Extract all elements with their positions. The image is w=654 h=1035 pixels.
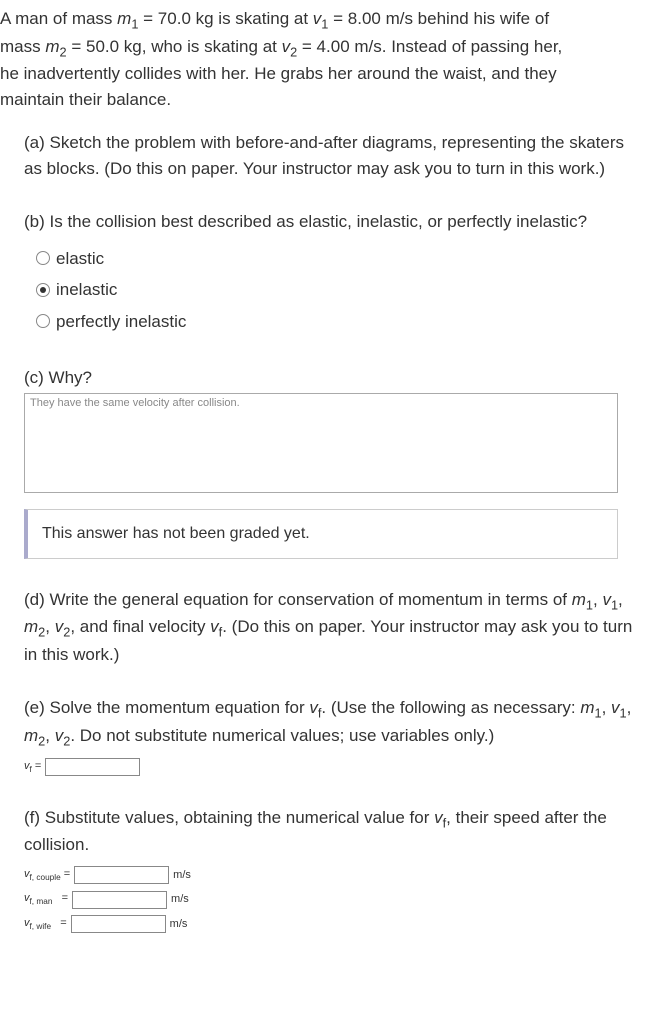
part-d: (d) Write the general equation for conse… (24, 587, 636, 668)
vf-equation-row: vf = (24, 758, 636, 777)
var: v (55, 617, 64, 636)
part-b: (b) Is the collision best described as e… (24, 209, 636, 337)
sub: f, couple (30, 873, 61, 882)
label: vf, wife = (24, 915, 67, 934)
var: v (309, 698, 318, 717)
sub: 1 (586, 597, 593, 612)
text: . (Use the following as necessary: (321, 698, 580, 717)
text: = 4.00 m/s. Instead of passing her, (297, 37, 562, 56)
problem-statement: A man of mass m1 = 70.0 kg is skating at… (0, 6, 636, 112)
radio-icon (36, 314, 50, 328)
var: v (55, 726, 64, 745)
sub: 1 (620, 705, 627, 720)
var: m (572, 590, 586, 609)
vf-wife-input[interactable] (71, 915, 166, 933)
part-c-heading: (c) Why? (24, 365, 636, 391)
text: A man of mass (0, 9, 117, 28)
text: (d) Write the general equation for conse… (24, 590, 572, 609)
text: . Do not substitute numerical values; us… (70, 726, 494, 745)
grade-notice: This answer has not been graded yet. (24, 509, 618, 559)
radio-option-inelastic[interactable]: inelastic (24, 274, 636, 306)
text: (f) Substitute values, obtaining the num… (24, 808, 434, 827)
radio-label: elastic (56, 246, 104, 272)
var-v2: v (282, 37, 291, 56)
radio-icon (36, 283, 50, 297)
radio-option-perfectly-inelastic[interactable]: perfectly inelastic (24, 306, 636, 338)
vf-couple-input[interactable] (74, 866, 169, 884)
part-f-text: (f) Substitute values, obtaining the num… (24, 805, 636, 858)
radio-option-elastic[interactable]: elastic (24, 243, 636, 275)
label: vf, couple = (24, 866, 70, 885)
unit: m/s (171, 891, 189, 908)
sub: 1 (595, 705, 602, 720)
eq: = (52, 892, 68, 904)
radio-group-collision-type: elastic inelastic perfectly inelastic (24, 243, 636, 338)
vf-label: vf = (24, 758, 41, 777)
var: m (24, 617, 38, 636)
part-a-text: (a) Sketch the problem with before-and-a… (24, 130, 636, 181)
var: m (24, 726, 38, 745)
var: m (580, 698, 594, 717)
text: , (618, 590, 623, 609)
radio-label: perfectly inelastic (56, 309, 186, 335)
sub: 1 (611, 597, 618, 612)
part-d-text: (d) Write the general equation for conse… (24, 587, 636, 668)
text: , (45, 617, 54, 636)
eq: = (61, 868, 70, 880)
vf-expression-input[interactable] (45, 758, 140, 776)
part-a: (a) Sketch the problem with before-and-a… (24, 130, 636, 181)
var-m1: m (117, 9, 131, 28)
part-f: (f) Substitute values, obtaining the num… (24, 805, 636, 934)
var: v (434, 808, 443, 827)
problem-line-3: he inadvertently collides with her. He g… (0, 61, 636, 87)
text: , and final velocity (70, 617, 210, 636)
part-e: (e) Solve the momentum equation for vf. … (24, 695, 636, 777)
text: , (627, 698, 632, 717)
radio-icon (36, 251, 50, 265)
text: = 50.0 kg, who is skating at (67, 37, 282, 56)
sub: f, wife (30, 922, 52, 931)
unit: m/s (173, 867, 191, 884)
var: v (602, 590, 611, 609)
vf-wife-row: vf, wife = m/s (24, 915, 636, 934)
part-b-text: (b) Is the collision best described as e… (24, 209, 636, 235)
problem-line-2: mass m2 = 50.0 kg, who is skating at v2 … (0, 34, 636, 62)
text: = 70.0 kg is skating at (138, 9, 312, 28)
eq: = (51, 917, 67, 929)
eq: = (32, 760, 41, 772)
text: mass (0, 37, 45, 56)
text: , (45, 726, 54, 745)
why-answer-textarea[interactable] (24, 393, 618, 493)
text: = 8.00 m/s behind his wife of (328, 9, 549, 28)
unit: m/s (170, 916, 188, 933)
sub: f, man (30, 897, 53, 906)
var: v (611, 698, 620, 717)
problem-line-4: maintain their balance. (0, 87, 636, 113)
part-c: (c) Why? This answer has not been graded… (24, 365, 636, 559)
vf-couple-row: vf, couple = m/s (24, 866, 636, 885)
vf-man-input[interactable] (72, 891, 167, 909)
label: vf, man = (24, 890, 68, 909)
problem-line-1: A man of mass m1 = 70.0 kg is skating at… (0, 6, 636, 34)
sub-2: 2 (60, 44, 67, 59)
var: v (210, 617, 219, 636)
radio-label: inelastic (56, 277, 117, 303)
var-m2: m (45, 37, 59, 56)
part-e-text: (e) Solve the momentum equation for vf. … (24, 695, 636, 750)
text: (e) Solve the momentum equation for (24, 698, 309, 717)
text: , (602, 698, 611, 717)
vf-man-row: vf, man = m/s (24, 890, 636, 909)
